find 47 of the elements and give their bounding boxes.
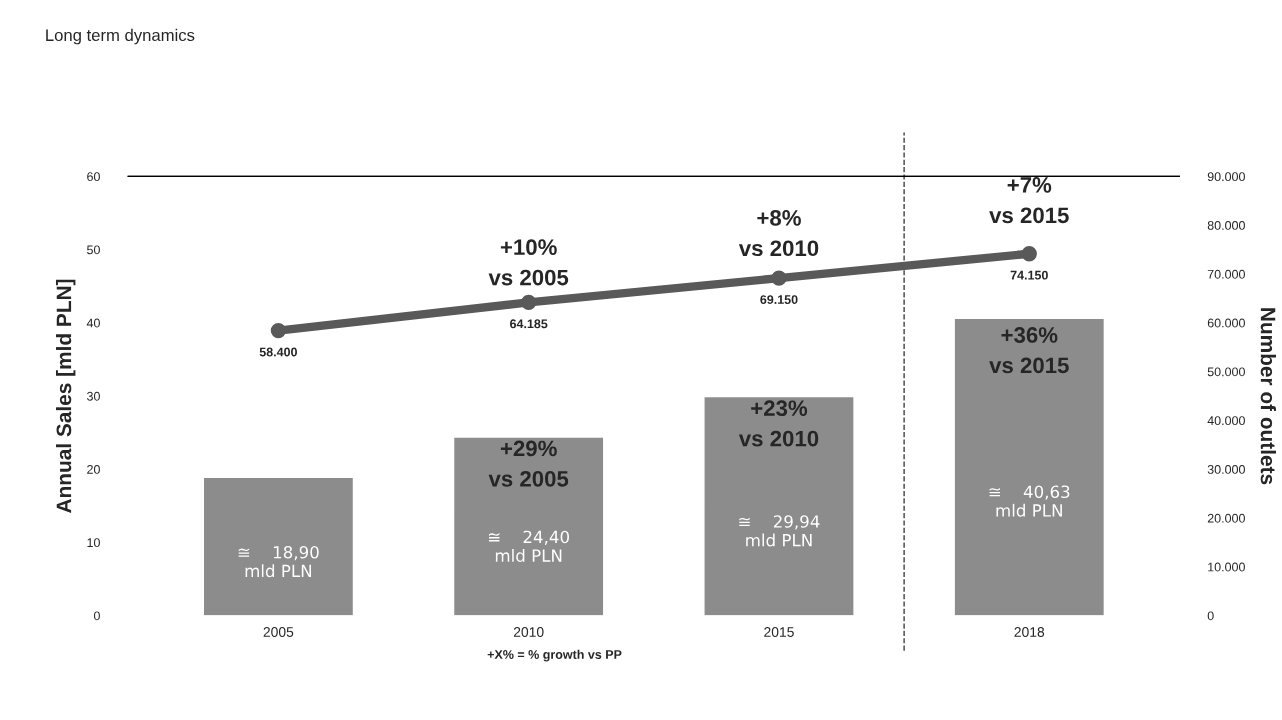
y-tick-label: 10 [87, 538, 100, 548]
point [521, 294, 537, 311]
bar [452, 436, 605, 616]
x-tick-label: 2018 [1014, 627, 1045, 637]
annotation: +29% vs 2005 [488, 440, 569, 487]
y2-tick-label: 80.000 [1207, 221, 1245, 230]
y-tick-label: 60 [87, 172, 100, 182]
data-label: ≅ 18,90 mld PLN [238, 545, 319, 578]
y-tick-label: 40 [86, 318, 100, 328]
x-tick-label: 2015 [764, 627, 794, 637]
data-label: ≅ 24,40 mld PLN [489, 530, 569, 562]
y2-tick-label: 10.000 [1208, 562, 1245, 572]
bar [703, 395, 855, 616]
data-label: ≅ 40,63 mld PLN [989, 485, 1070, 517]
chart-title: Long term dynamics [46, 28, 195, 45]
y2-tick-label: 30.000 [1207, 465, 1245, 474]
annotation: +10% vs 2005 [488, 239, 569, 286]
y-tick-label: 20 [87, 465, 100, 474]
y-axis-title: Annual Sales [mld PLN] [55, 279, 76, 513]
x-tick-label: 2010 [513, 627, 544, 637]
data-label: 69.150 [760, 295, 798, 304]
point [1021, 246, 1037, 262]
y2-tick-label: 60.000 [1207, 318, 1245, 328]
bar [953, 317, 1106, 616]
y2-tick-label: 0 [1207, 611, 1214, 621]
y2-tick-label: 20.000 [1207, 513, 1245, 523]
point [771, 270, 787, 286]
annotation: +36% vs 2015 [989, 327, 1069, 374]
point [270, 322, 287, 339]
y2-tick-label: 40.000 [1207, 416, 1245, 426]
y2-axis-title: Number of outlets [1260, 308, 1276, 485]
annotation: +7% vs 2015 [989, 177, 1069, 224]
annotation: +23% vs 2010 [738, 400, 819, 447]
text: +X% = % growth vs PP [487, 649, 622, 662]
y2-tick-label: 70.000 [1207, 269, 1245, 279]
y-tick-label: 30 [87, 391, 100, 401]
y2-tick-label: 90.000 [1207, 172, 1245, 182]
y2-tick-label: 50.000 [1207, 367, 1245, 377]
bar [202, 476, 355, 616]
y-tick-label: 0 [93, 611, 100, 621]
x-tick-label: 2005 [263, 627, 294, 637]
data-label: 58.400 [259, 347, 297, 357]
y-tick-label: 50 [87, 245, 100, 255]
data-label: 64.185 [510, 319, 548, 329]
data-label: 74.150 [1010, 270, 1048, 280]
annotation: +8% vs 2010 [738, 210, 819, 257]
data-label: ≅ 29,94 mld PLN [739, 515, 820, 547]
